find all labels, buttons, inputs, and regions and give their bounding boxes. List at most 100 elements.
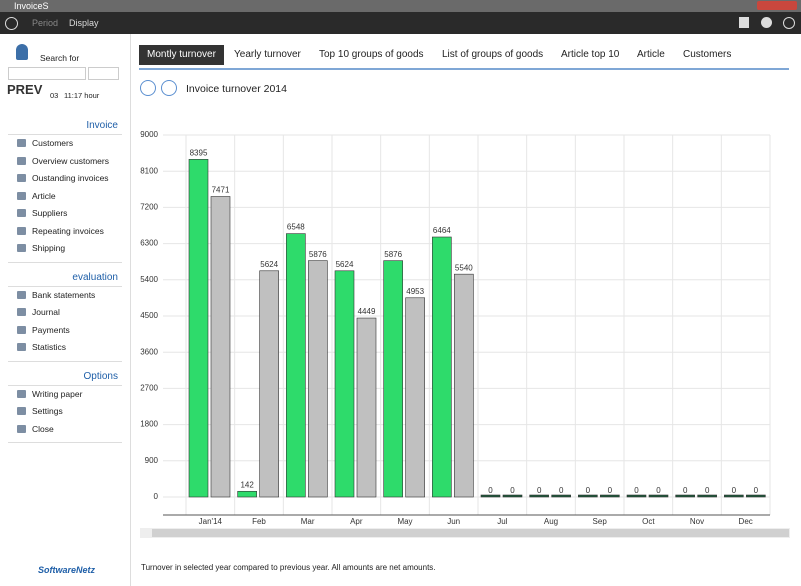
menu-item[interactable]: Suppliers [32, 208, 68, 218]
tab[interactable]: Customers [683, 49, 732, 60]
bar [648, 494, 669, 498]
bar [502, 494, 523, 498]
bar [405, 297, 425, 498]
menu-icon [17, 325, 26, 334]
data-label: 0 [559, 486, 564, 495]
toolbar-item[interactable]: Display [69, 18, 99, 28]
y-tick-label: 4500 [140, 311, 158, 320]
x-tick-label: Aug [544, 517, 558, 526]
x-tick-label: Dec [739, 517, 753, 526]
prev-button[interactable] [140, 80, 156, 96]
data-label: 5876 [309, 250, 327, 259]
section-divider [8, 134, 122, 135]
data-label: 5624 [336, 260, 354, 269]
menu-item[interactable]: Article [32, 190, 56, 201]
menu-item[interactable]: Overview customers [32, 155, 109, 166]
menu-icon [17, 389, 26, 398]
menu-item[interactable]: Oustanding invoices [32, 173, 109, 183]
menu-item[interactable]: Shipping [32, 243, 66, 253]
data-label: 0 [488, 486, 493, 495]
section-title: Invoice [86, 120, 118, 131]
bar [356, 317, 377, 498]
menu-icon [17, 343, 26, 351]
tab[interactable]: Yearly turnover [234, 49, 301, 60]
menu-item[interactable]: Repeating invoices [32, 225, 104, 236]
bar [454, 273, 474, 498]
data-label: 6464 [433, 226, 451, 235]
section-divider [8, 261, 122, 263]
logo: SoftwareNetz [38, 565, 96, 575]
menu-icon [17, 191, 26, 200]
data-label: 0 [634, 486, 639, 495]
bar [724, 494, 744, 498]
data-label: 4449 [358, 307, 376, 316]
x-tick-label: Feb [252, 517, 266, 526]
menu-icon [17, 290, 26, 299]
time-prefix: 03 [50, 91, 59, 100]
scrollbar-thumb[interactable] [152, 529, 789, 537]
next-button[interactable] [161, 80, 177, 96]
tab[interactable]: List of groups of goods [442, 49, 544, 60]
back-button[interactable] [5, 17, 18, 30]
y-tick-label: 1800 [140, 420, 158, 429]
menu-item[interactable]: Settings [32, 406, 63, 416]
search-label: Search for [40, 53, 80, 63]
toolbar-item[interactable]: Period [32, 18, 59, 28]
window-title: InvoiceS [14, 1, 49, 11]
tab[interactable]: Top 10 groups of goods [319, 49, 424, 60]
section-title: evaluation [72, 271, 118, 283]
bar [746, 494, 766, 498]
menu-item[interactable]: Journal [32, 307, 60, 317]
menu-icon [17, 244, 26, 252]
menu-icon [17, 139, 26, 147]
data-label: 0 [754, 486, 759, 495]
data-label: 0 [510, 486, 515, 495]
data-label: 0 [537, 486, 542, 495]
x-tick-label: Oct [642, 517, 655, 526]
print-icon[interactable] [739, 17, 749, 28]
y-tick-label: 0 [154, 492, 159, 501]
menu-item[interactable]: Close [32, 423, 54, 434]
menu-item[interactable]: Bank statements [32, 289, 96, 300]
menu-item[interactable]: Writing paper [32, 388, 83, 399]
x-tick-label: Nov [690, 517, 704, 526]
bar [188, 159, 209, 498]
section-divider [8, 285, 122, 287]
menu-item[interactable]: Payments [32, 324, 70, 335]
menu-icon [17, 226, 26, 235]
menu-item[interactable]: Statistics [32, 342, 67, 352]
section-divider [8, 442, 122, 443]
user-icon [16, 44, 28, 60]
menu-item[interactable]: Customers [32, 138, 74, 148]
bar [675, 494, 695, 498]
search-button[interactable] [88, 67, 119, 80]
bar [334, 270, 355, 498]
data-label: 8395 [190, 148, 208, 157]
data-label: 0 [586, 486, 591, 495]
data-label: 7471 [212, 186, 230, 195]
search-input[interactable] [8, 67, 86, 80]
bar [259, 270, 279, 498]
info-icon[interactable] [783, 17, 795, 29]
settings-icon[interactable] [761, 17, 772, 28]
time-label: 11:17 hour [64, 91, 100, 100]
x-tick-label: Jul [497, 517, 507, 526]
data-label: 0 [656, 486, 661, 495]
chart-title: Invoice turnover 2014 [186, 83, 287, 95]
bar [529, 494, 549, 498]
data-label: 0 [683, 486, 688, 495]
tab[interactable]: Article [637, 49, 665, 60]
bar [551, 494, 571, 498]
section-title: Options [83, 370, 118, 382]
tab[interactable]: Article top 10 [561, 49, 620, 60]
window-controls[interactable] [757, 1, 797, 10]
tab[interactable]: Montly turnover [139, 45, 224, 65]
x-tick-label: Mar [301, 517, 315, 526]
menu-icon [17, 156, 26, 165]
title-bar: InvoiceS [0, 0, 801, 12]
section-divider [8, 360, 122, 362]
data-label: 6548 [287, 223, 305, 232]
bar [480, 494, 501, 498]
